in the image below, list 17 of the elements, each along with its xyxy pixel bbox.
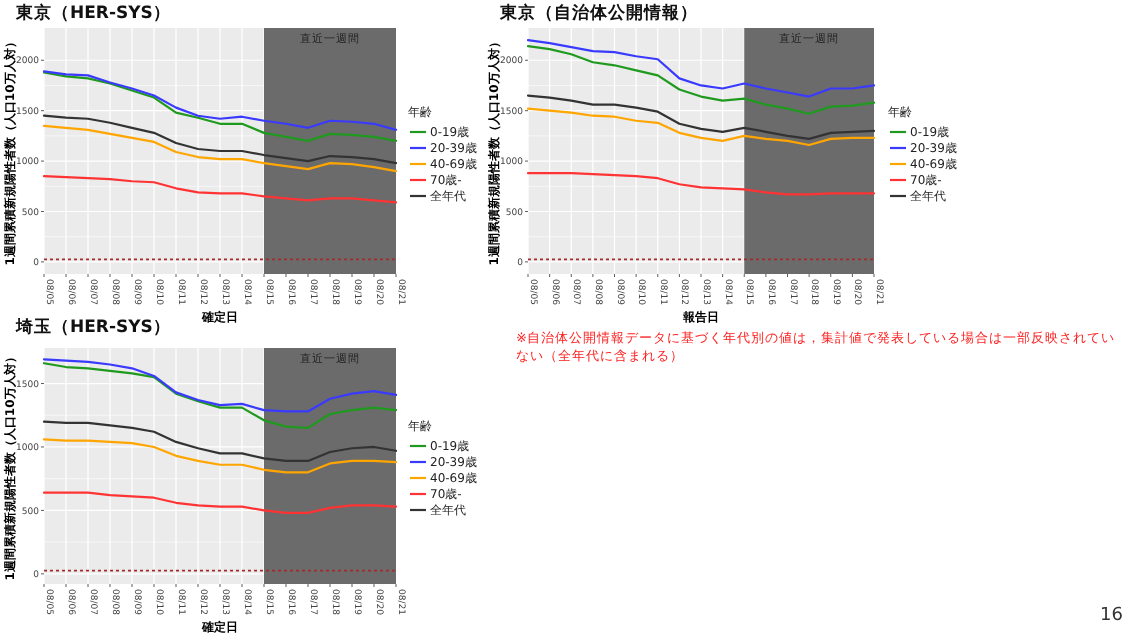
line-series [42, 420, 398, 463]
line-series [42, 114, 398, 165]
line-series [526, 45, 876, 115]
line-series [42, 362, 398, 430]
chart-title: 東京（自治体公開情報） [498, 2, 698, 24]
line-series [42, 71, 398, 143]
line-series [42, 175, 398, 204]
line-series [526, 107, 876, 147]
chart-title: 東京（HER-SYS） [14, 2, 171, 24]
line-series [526, 172, 876, 196]
text: 16 [1100, 606, 1123, 626]
line-series [42, 70, 398, 131]
chart-title: 埼玉（HER-SYS） [14, 316, 171, 338]
line-series [526, 94, 876, 140]
line-series [42, 438, 398, 474]
line-series [42, 124, 398, 173]
line-series [42, 491, 398, 515]
